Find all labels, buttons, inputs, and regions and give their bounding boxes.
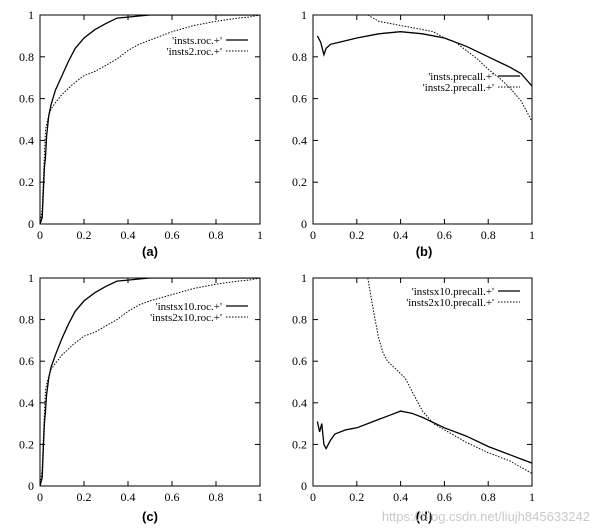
legend: 'instsx10.roc.+''insts2x10.roc.+' [150,301,248,324]
x-tick-label: 0.4 [121,490,136,504]
y-tick-label: 0.8 [19,50,34,64]
plot-frame [312,277,533,487]
y-tick-label: 1 [301,271,307,285]
y-tick-label: 0.8 [19,313,34,327]
series-line-1 [316,410,532,464]
series-line-2 [40,15,260,224]
watermark-text: https://blog.csdn.net/liujh845633242 [381,509,590,524]
legend-label: 'insts2.precall.+' [423,82,494,94]
x-tick-label: 0.6 [437,228,452,242]
y-tick-label: 0.4 [292,133,307,147]
legend: 'instsx10.precall.+''insts2x10.precall.+… [406,286,520,309]
panel-caption: (a) [142,244,158,259]
y-tick-label: 1 [28,8,34,22]
y-tick-label: 0.4 [292,396,307,410]
x-tick-label: 1 [257,490,263,504]
x-tick-label: 0.2 [77,490,92,504]
y-tick-label: 0.4 [19,396,34,410]
legend: 'insts.roc.+''insts2.roc.+' [167,35,248,58]
legend: 'insts.precall.+''insts2.precall.+' [423,71,520,94]
y-tick-label: 0.6 [292,92,307,106]
x-tick-label: 0.6 [165,228,180,242]
x-tick-label: 0 [310,490,316,504]
chart-panel-4: 0 0.2 0.4 0.6 0.8 1 0 0.2 0.4 0.6 0.8 1 'instsx10.pr… [292,271,535,524]
x-tick-label: 0 [310,228,316,242]
y-tick-label: 0.8 [292,50,307,64]
plot-frame [39,277,261,487]
x-tick-label: 1 [529,228,535,242]
panel-caption: (b) [416,244,433,259]
series-line-2 [367,278,532,474]
y-tick-label: 0.2 [19,175,34,189]
y-tick-label: 0.6 [19,92,34,106]
y-tick-label: 0 [28,217,34,231]
chart-panel-2: 0 0.2 0.4 0.6 0.8 1 0 0.2 0.4 0.6 0.8 1 'insts.preca… [292,8,535,259]
x-tick-label: 0 [37,490,43,504]
y-tick-label: 0.6 [19,354,34,368]
y-tick-label: 1 [28,271,34,285]
x-tick-label: 1 [257,228,263,242]
x-tick-label: 0 [37,228,43,242]
x-tick-label: 0.8 [481,228,496,242]
y-tick-label: 0.4 [19,133,34,147]
x-tick-label: 0.8 [481,490,496,504]
series-line-2 [40,278,260,486]
series-line-1 [40,15,260,224]
panel-caption: (d) [416,509,433,524]
y-tick-label: 0 [28,479,34,493]
y-tick-label: 0 [301,217,307,231]
x-tick-label: 0.4 [393,490,408,504]
y-tick-label: 1 [301,8,307,22]
legend-label: 'instsx10.precall.+' [412,286,494,298]
legend-label: 'insts.precall.+' [428,71,494,83]
x-tick-label: 0.8 [209,228,224,242]
legend-label: 'insts.roc.+' [172,35,222,47]
x-tick-label: 1 [529,490,535,504]
x-tick-label: 0.6 [437,490,452,504]
x-tick-label: 0.6 [165,490,180,504]
x-tick-label: 0.4 [393,228,408,242]
series-line-1 [40,278,260,486]
plot-frame [312,14,533,225]
legend-label: 'insts2.roc.+' [167,46,222,58]
series-line-1 [316,31,532,87]
y-tick-label: 0.2 [292,437,307,451]
y-tick-label: 0.2 [19,437,34,451]
legend-label: 'insts2x10.roc.+' [150,312,222,324]
series-line-2 [367,15,532,122]
x-tick-label: 0.2 [349,228,364,242]
chart-panel-3: 0 0.2 0.4 0.6 0.8 1 0 0.2 0.4 0.6 0.8 1 'instsx10.ro… [19,271,263,524]
x-tick-label: 0.2 [77,228,92,242]
legend-label: 'instsx10.roc.+' [156,301,222,313]
chart-panel-1: 0 0.2 0.4 0.6 0.8 1 0 0.2 0.4 0.6 0.8 1 'insts.roc.+… [19,8,263,259]
x-tick-label: 0.8 [209,490,224,504]
x-tick-label: 0.2 [349,490,364,504]
plot-frame [39,14,261,225]
y-tick-label: 0.6 [292,354,307,368]
x-tick-label: 0.4 [121,228,136,242]
panel-caption: (c) [142,509,158,524]
y-tick-label: 0.8 [292,313,307,327]
y-tick-label: 0.2 [292,175,307,189]
legend-label: 'insts2x10.precall.+' [406,297,494,309]
y-tick-label: 0 [301,479,307,493]
